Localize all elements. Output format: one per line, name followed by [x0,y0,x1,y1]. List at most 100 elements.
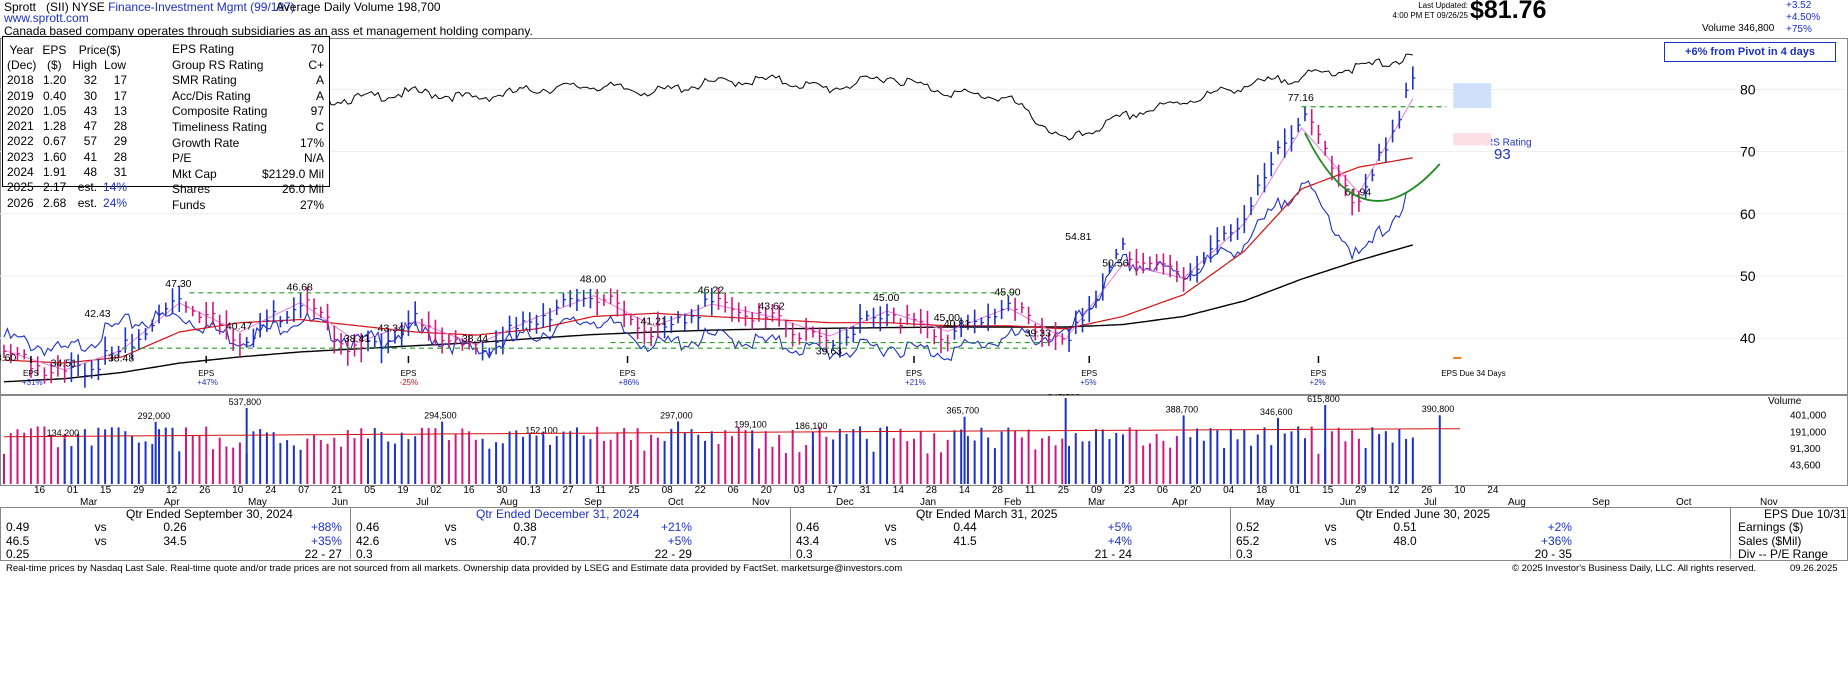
price-label: 39.33 [1025,327,1051,339]
eps-marker-pct: +2% [1309,378,1325,387]
volume-peak-label: 615,800 [1307,394,1340,404]
price-label: 38.44 [462,333,488,345]
average-volume: Average Daily Volume 198,700 [276,0,441,14]
x-day-label: 26 [1421,485,1433,496]
volume-peak-label: 537,800 [229,397,262,407]
cup-base-arc [1304,132,1441,202]
eps-value: 1.20 [43,73,67,88]
quarter-title: Qtr Ended June 30, 2025 [1356,507,1491,521]
price-label: 47.30 [165,278,191,290]
industry-link[interactable]: Finance-Investment Mgmt (99/197) [108,0,295,14]
rating-row: Group RS Rating C+ [172,58,324,74]
x-day-label: 14 [959,485,971,496]
eps-year: 2024 [7,165,34,180]
price-high: 48 [83,165,98,180]
price-low: 29 [113,134,128,149]
eps-marker-pct: +86% [619,378,640,387]
price-high: 57 [83,134,98,149]
quarter-cell: 0.26 [163,520,187,534]
quarter-cell: 41.5 [953,533,977,548]
eps-marker-pct: +47% [197,378,218,387]
price-label: 41.21 [640,316,666,328]
x-day-label: 12 [166,485,178,496]
volume-peak-label: 186,100 [795,421,828,431]
quarter-cell: +4% [1107,533,1132,548]
quarter-cell: +5% [667,533,692,548]
x-month-label: Jan [920,497,936,508]
quarter-cell: vs [884,520,897,534]
x-month-label: Mar [1088,497,1106,508]
price-low: 17 [113,88,128,103]
quarter-row: 0.3 22 - 29 [356,547,692,561]
quarter-cell: 46.5 [6,533,30,548]
company-name: Sprott [4,0,37,14]
quarter-row: 43.4 vs 41.5 +4% [796,534,1132,548]
rating-value: C [315,119,324,134]
quarter-row: 0.25 22 - 27 [6,547,342,561]
quarter-title: Qtr Ended March 31, 2025 [916,507,1058,521]
x-month-label: Jul [416,497,429,508]
rating-value: 26.0 Mil [281,182,324,197]
eps-row: 2024 1.91 48 31 [4,164,130,179]
price-label: 46.68 [287,282,313,294]
x-day-label: 06 [728,485,740,496]
col-price: Price($) [78,42,121,57]
quarter-cell: +5% [1107,520,1132,534]
quarter-cell: 0.46 [356,520,380,534]
website-link[interactable]: www.sprott.com [4,11,89,25]
x-day-label: 01 [67,485,79,496]
rating-value: N/A [303,151,324,166]
ticker: (SII) NYSE [46,0,105,14]
eps-marker-label: EPS [1310,369,1326,378]
rating-row: Growth Rate 17% [172,136,324,152]
x-day-label: 29 [133,485,145,496]
eps-year: 2020 [7,103,34,118]
quarter-cell [1325,547,1365,561]
rating-row: Composite Rating 97 [172,104,324,120]
price-low: 28 [113,119,128,134]
eps-value: 0.40 [43,88,67,103]
x-month-label: Jun [1340,497,1356,508]
ma200-line [3,244,1413,383]
rating-value: 97 [310,104,324,119]
rating-value: 17% [299,135,324,150]
eps-value: 2.68 [43,195,67,210]
volume-peak-label: 390,800 [1422,404,1455,414]
x-month-label: Dec [836,497,854,508]
x-day-label: 19 [397,485,409,496]
quarter-cell: vs [884,533,897,548]
quarter-cell: vs [1324,520,1337,534]
eps-row: 2018 1.20 32 17 [4,73,130,88]
x-day-label: 03 [794,485,806,496]
volume-axis-label: Volume [1768,396,1802,407]
x-day-label: 13 [529,485,541,496]
ma50-line [3,157,1413,364]
rating-row: Timeliness Rating C [172,120,324,136]
ratings-list: EPS Rating 70 Group RS Rating C+ SMR Rating A… [172,42,324,214]
quarter-cell [885,547,925,561]
rs-rating-label: RS Rating [1486,137,1532,148]
quarter-cell [1393,547,1473,561]
profit-zone [1453,132,1492,146]
volume-peak-label: 292,000 [138,411,171,421]
price-label: 38.48 [108,353,134,365]
x-month-label: Sep [584,497,602,508]
price-high: est. [77,180,98,195]
legend-row: Earnings ($) [1738,520,1804,534]
eps-year: 2021 [7,119,34,134]
quarter-cell: 65.2 [1236,533,1260,548]
quarter-row: 0.46 vs 0.38 +21% [356,520,692,534]
x-month-label: Jul [1424,497,1437,508]
price-label: 40.47 [226,320,252,332]
x-month-label: May [248,497,267,508]
quarter-cell [95,547,135,561]
quarter-cell: 21 - 24 [1094,547,1132,561]
quarter-title: Qtr Ended September 30, 2024 [126,507,293,521]
price-label: 42.43 [84,308,110,320]
price-label: 45.90 [994,287,1020,299]
eps-year: 2022 [7,134,34,149]
quarter-cell: 0.3 [1236,547,1253,561]
eps-marker-pct: +31% [22,378,43,387]
rating-label: P/E [172,151,192,166]
price-label: 43.34 [378,322,404,334]
